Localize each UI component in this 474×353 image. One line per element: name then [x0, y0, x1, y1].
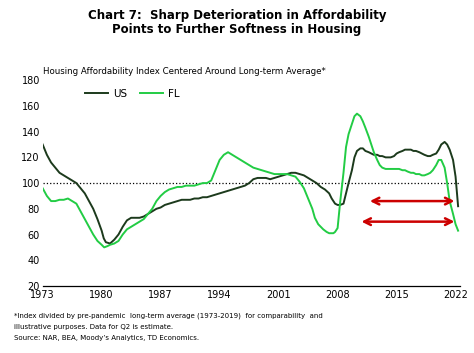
Text: Chart 7:  Sharp Deterioration in Affordability: Chart 7: Sharp Deterioration in Affordab…: [88, 9, 386, 22]
US: [396, 150, 402, 154]
US: [107, 241, 113, 246]
FL: [101, 245, 107, 250]
FL: [371, 150, 377, 154]
US: [204, 195, 210, 199]
Text: *Index divided by pre-pandemic  long-term average (1973-2019)  for comparability: *Index divided by pre-pandemic long-term…: [14, 312, 323, 319]
FL: [324, 230, 329, 234]
FL: [354, 112, 360, 116]
US: [433, 151, 439, 156]
US: [442, 140, 447, 144]
Line: US: US: [43, 142, 458, 244]
FL: [413, 172, 419, 176]
US: [405, 148, 410, 152]
Text: Points to Further Softness in Housing: Points to Further Softness in Housing: [112, 23, 362, 36]
US: [332, 202, 338, 206]
US: [352, 155, 357, 160]
FL: [455, 228, 461, 233]
Text: illustrative purposes. Data for Q2 is estimate.: illustrative purposes. Data for Q2 is es…: [14, 324, 173, 330]
Line: FL: FL: [43, 114, 458, 247]
US: [455, 204, 461, 208]
Text: Housing Affordability Index Centered Around Long-term Average*: Housing Affordability Index Centered Aro…: [43, 67, 326, 76]
Text: Source: NAR, BEA, Moody’s Analytics, TD Economics.: Source: NAR, BEA, Moody’s Analytics, TD …: [14, 335, 200, 341]
FL: [141, 217, 146, 221]
FL: [396, 167, 402, 171]
US: [40, 142, 46, 146]
FL: [196, 182, 201, 186]
FL: [40, 186, 46, 190]
Legend: US, FL: US, FL: [81, 85, 184, 103]
